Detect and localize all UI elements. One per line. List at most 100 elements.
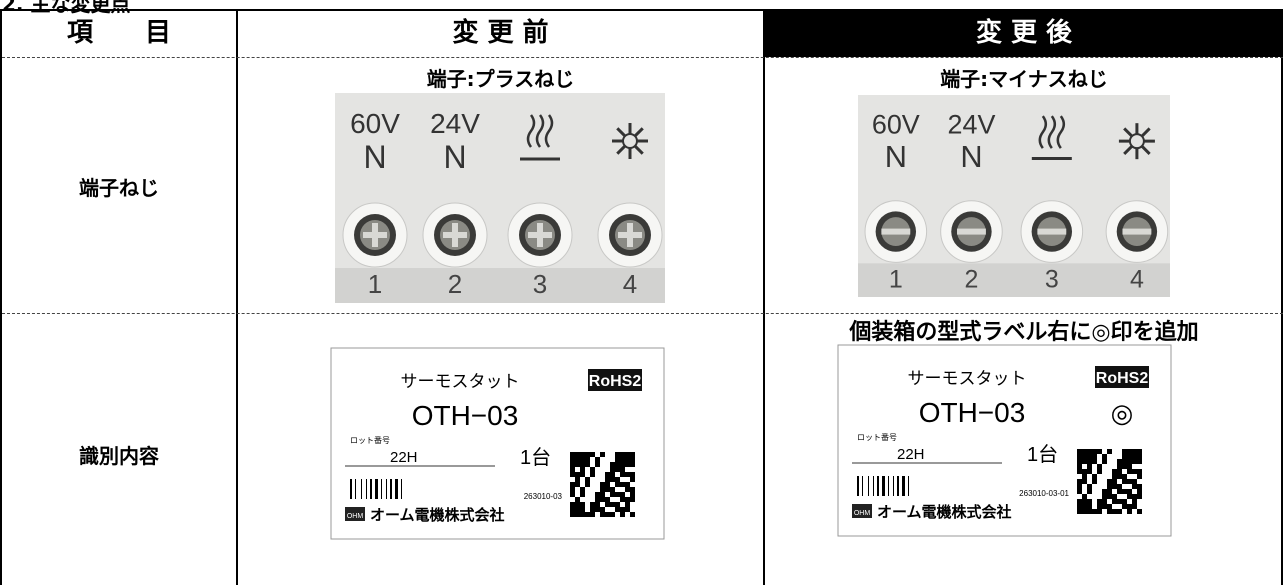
qr-module	[625, 452, 630, 457]
column-line	[763, 10, 765, 585]
qr-module	[1117, 459, 1122, 464]
qr-module	[630, 492, 635, 497]
lot: 22H	[897, 446, 925, 463]
qr-module	[1082, 479, 1087, 484]
qr-module	[1137, 459, 1142, 464]
header-cell: 変 更 前	[452, 18, 549, 48]
barcode	[857, 476, 859, 496]
qr-module	[1137, 494, 1142, 499]
qr-module	[570, 452, 575, 457]
qr-module	[625, 472, 630, 477]
qr-module	[1092, 454, 1097, 459]
qr-module	[630, 462, 635, 467]
qr-module	[1082, 469, 1087, 474]
qr-module	[1097, 499, 1102, 504]
qr-module	[595, 502, 600, 507]
qr-module	[595, 457, 600, 462]
quantity: 1台	[520, 446, 551, 469]
barcode	[902, 476, 905, 496]
barcode	[375, 479, 378, 499]
rohs-box	[588, 369, 642, 391]
column-line	[236, 10, 238, 585]
qr-module	[1087, 469, 1092, 474]
qr-module	[1092, 474, 1097, 479]
qr-module	[570, 472, 575, 477]
qr-module	[580, 452, 585, 457]
qr-module	[1102, 499, 1107, 504]
qr-module	[590, 502, 595, 507]
qr-module	[600, 487, 605, 492]
qr-module	[1107, 504, 1112, 509]
qr-module	[1112, 479, 1117, 484]
qr-module	[1087, 484, 1092, 489]
qr-module	[620, 457, 625, 462]
qr-module	[1082, 504, 1087, 509]
snow-icon	[622, 133, 638, 149]
qr-module	[595, 497, 600, 502]
terminal-voltage: 24V	[430, 108, 480, 139]
maker-logo: OHM	[347, 513, 364, 520]
quantity: 1台	[1027, 443, 1058, 466]
qr-module	[605, 512, 610, 517]
qr-module	[1077, 484, 1082, 489]
qr-module	[1077, 449, 1082, 454]
qr-module	[1087, 459, 1092, 464]
qr-module	[1122, 474, 1127, 479]
qr-module	[1122, 479, 1127, 484]
qr-module	[610, 472, 615, 477]
qr-module	[1137, 509, 1142, 514]
qr-module	[615, 452, 620, 457]
qr-module	[625, 487, 630, 492]
qr-module	[1117, 484, 1122, 489]
qr-module	[1102, 504, 1107, 509]
qr-module	[620, 512, 625, 517]
row-line	[2, 57, 1283, 58]
qr-module	[1102, 454, 1107, 459]
qr-module	[625, 462, 630, 467]
qr-module	[615, 507, 620, 512]
qr-module	[620, 467, 625, 472]
qr-module	[620, 497, 625, 502]
lot-title: ロット番号	[857, 432, 897, 442]
qr-module	[1137, 454, 1142, 459]
qr-module	[570, 502, 575, 507]
qr-module	[620, 507, 625, 512]
qr-module	[1112, 469, 1117, 474]
barcode	[868, 476, 869, 496]
qr-module	[1132, 504, 1137, 509]
qr-module	[1082, 449, 1087, 454]
logo-box	[852, 504, 872, 518]
qr-module	[615, 467, 620, 472]
caption: 端子:マイナスねじ	[940, 67, 1108, 91]
maker: オーム電機株式会社	[877, 503, 1012, 521]
qr-module	[1122, 504, 1127, 509]
qr-module	[575, 452, 580, 457]
qr-module	[630, 477, 635, 482]
terminal-number: 4	[623, 269, 637, 299]
qr-module	[595, 507, 600, 512]
photo-bg	[858, 263, 1170, 297]
qr-module	[610, 467, 615, 472]
qr-module	[570, 507, 575, 512]
qr-module	[1107, 494, 1112, 499]
qr-module	[590, 452, 595, 457]
item-cell: 識別内容	[79, 444, 159, 468]
qr-module	[575, 497, 580, 502]
qr-module	[1092, 509, 1097, 514]
header-cell: 項 目	[66, 18, 171, 48]
qr-module	[1077, 454, 1082, 459]
terminal-polarity: N	[443, 139, 466, 175]
qr-module	[1127, 464, 1132, 469]
qr-module	[600, 492, 605, 497]
qr-module	[625, 457, 630, 462]
qr-module	[1097, 469, 1102, 474]
qr-module	[590, 507, 595, 512]
qr-module	[600, 512, 605, 517]
qr-module	[630, 472, 635, 477]
qr-module	[615, 462, 620, 467]
qr-module	[1132, 494, 1137, 499]
qr-module	[575, 457, 580, 462]
